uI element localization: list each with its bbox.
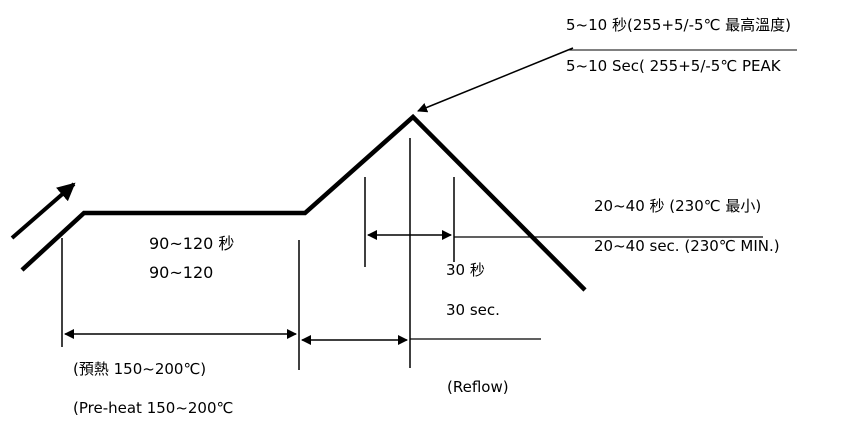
above-230-label-en: 20~40 sec. (230℃ MIN.)	[594, 237, 780, 255]
ramp-time-label-zh: 30 秒	[446, 261, 485, 279]
peak-label-zh: 5~10 秒(255+5/-5℃ 最高溫度)	[566, 16, 792, 34]
preheat-label-en: (Pre-heat 150~200℃	[73, 399, 234, 417]
reflow-label: (Reflow)	[447, 378, 509, 396]
peak-pointer-arrow	[417, 47, 574, 113]
soak-time-label: 90~120	[149, 263, 214, 282]
peak-label-en: 5~10 Sec( 255+5/-5℃ PEAK	[566, 57, 781, 75]
entry-arrow	[10, 182, 76, 240]
preheat-label-zh: (預熱 150~200℃)	[73, 360, 207, 378]
soak-time-label-zh: 90~120 秒	[149, 234, 235, 253]
above-230-label-zh: 20~40 秒 (230℃ 最小)	[594, 197, 762, 215]
temperature-profile-curve	[20, 113, 587, 292]
ramp-time-label-en: 30 sec.	[446, 301, 500, 319]
